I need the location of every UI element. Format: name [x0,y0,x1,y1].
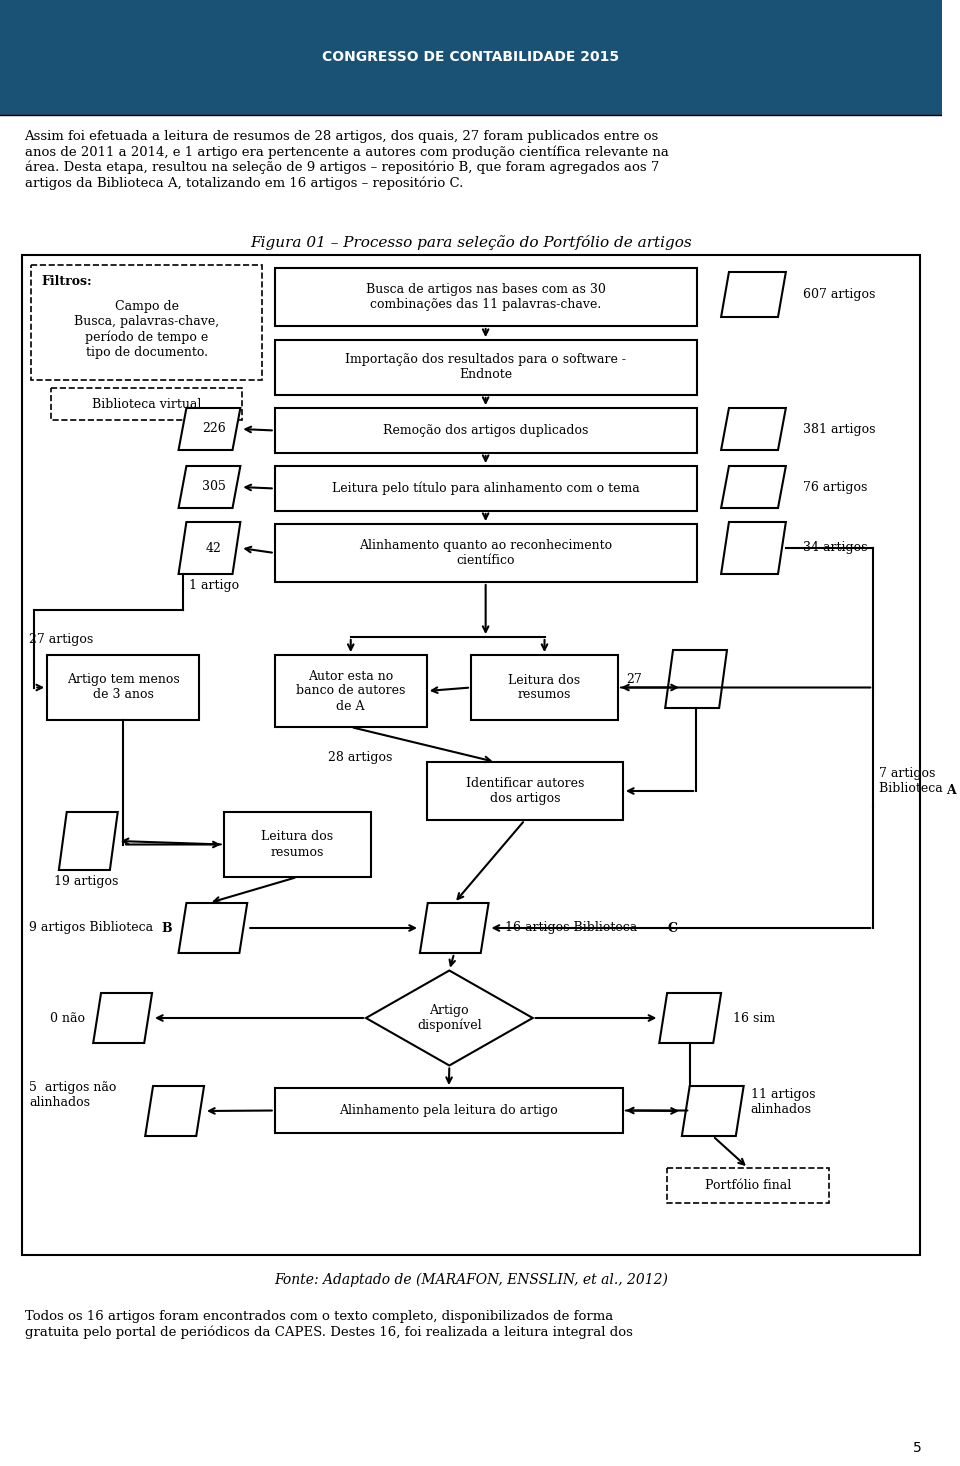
Text: Campo de
Busca, palavras-chave,
período de tempo e
tipo de documento.: Campo de Busca, palavras-chave, período … [74,301,219,359]
FancyBboxPatch shape [275,268,697,325]
Text: Identificar autores
dos artigos: Identificar autores dos artigos [466,777,584,805]
Text: Leitura dos
resumos: Leitura dos resumos [261,831,333,859]
Text: Busca de artigos nas bases com as 30
combinações das 11 palavras-chave.: Busca de artigos nas bases com as 30 com… [366,283,606,311]
Text: 381 artigos: 381 artigos [803,422,875,435]
FancyBboxPatch shape [667,1168,829,1204]
Polygon shape [420,903,489,953]
Polygon shape [93,992,152,1042]
Text: Biblioteca virtual: Biblioteca virtual [92,397,202,410]
FancyBboxPatch shape [51,388,242,419]
Polygon shape [59,812,118,869]
Text: Portfólio final: Portfólio final [705,1179,791,1192]
FancyBboxPatch shape [47,655,199,720]
Text: 28 artigos: 28 artigos [328,751,393,764]
Text: Leitura pelo título para alinhamento com o tema: Leitura pelo título para alinhamento com… [332,482,639,496]
Text: 9 artigos Biblioteca: 9 artigos Biblioteca [30,922,157,934]
Text: Artigo
disponível: Artigo disponível [417,1004,482,1032]
Text: Assim foi efetuada a leitura de resumos de 28 artigos, dos quais, 27 foram publi: Assim foi efetuada a leitura de resumos … [25,130,668,189]
Polygon shape [721,408,786,450]
Polygon shape [179,408,240,450]
Text: 27 artigos: 27 artigos [30,633,94,647]
FancyBboxPatch shape [275,340,697,394]
FancyBboxPatch shape [275,655,427,727]
Text: 19 artigos: 19 artigos [54,875,118,888]
FancyBboxPatch shape [224,812,371,877]
Polygon shape [145,1086,204,1136]
FancyBboxPatch shape [0,0,942,114]
Text: Todos os 16 artigos foram encontrados com o texto completo, disponibilizados de : Todos os 16 artigos foram encontrados co… [25,1311,633,1338]
Text: B: B [162,922,173,934]
Text: Filtros:: Filtros: [41,276,92,287]
FancyBboxPatch shape [275,466,697,512]
Polygon shape [179,522,240,575]
Text: Leitura dos
resumos: Leitura dos resumos [509,673,581,702]
Text: Alinhamento pela leitura do artigo: Alinhamento pela leitura do artigo [340,1104,558,1117]
Polygon shape [721,273,786,317]
FancyBboxPatch shape [275,523,697,582]
Text: A: A [946,784,955,798]
Text: 42: 42 [206,541,222,554]
Polygon shape [179,903,248,953]
Polygon shape [682,1086,744,1136]
Text: Alinhamento quanto ao reconhecimento
científico: Alinhamento quanto ao reconhecimento cie… [359,539,612,567]
FancyBboxPatch shape [21,255,921,1255]
Text: Remoção dos artigos duplicados: Remoção dos artigos duplicados [383,424,588,437]
Text: Artigo tem menos
de 3 anos: Artigo tem menos de 3 anos [67,673,180,702]
Polygon shape [721,466,786,509]
Text: Importação dos resultados para o software -
Endnote: Importação dos resultados para o softwar… [346,353,626,381]
Text: 5  artigos não
alinhados: 5 artigos não alinhados [30,1080,117,1108]
FancyBboxPatch shape [275,1088,623,1133]
Polygon shape [665,649,727,708]
Polygon shape [179,466,240,509]
Text: 76 artigos: 76 artigos [803,481,867,494]
Text: 226: 226 [202,422,226,435]
Text: 7 artigos
Biblioteca: 7 artigos Biblioteca [879,767,947,795]
Text: C: C [667,922,677,934]
Text: 1 artigo: 1 artigo [189,579,239,592]
FancyBboxPatch shape [32,265,262,380]
Text: 27: 27 [626,673,641,686]
Text: CONGRESSO DE CONTABILIDADE 2015: CONGRESSO DE CONTABILIDADE 2015 [323,50,619,65]
Polygon shape [660,992,721,1042]
Text: 34 artigos: 34 artigos [803,541,867,554]
FancyBboxPatch shape [427,762,623,819]
Text: Figura 01 – Processo para seleção do Portfólio de artigos: Figura 01 – Processo para seleção do Por… [250,235,692,249]
Text: Autor esta no
banco de autores
de A: Autor esta no banco de autores de A [296,670,405,712]
Text: 305: 305 [202,481,226,494]
Text: 11 artigos
alinhados: 11 artigos alinhados [751,1088,815,1116]
Text: 16 sim: 16 sim [732,1012,775,1025]
Polygon shape [721,522,786,575]
FancyBboxPatch shape [471,655,618,720]
FancyBboxPatch shape [275,408,697,453]
Text: 16 artigos Biblioteca: 16 artigos Biblioteca [505,922,641,934]
Text: 0 não: 0 não [50,1012,85,1025]
Polygon shape [366,970,533,1066]
Text: 607 artigos: 607 artigos [803,287,875,301]
Text: Fonte: Adaptado de (MARAFON, ENSSLIN, et al., 2012): Fonte: Adaptado de (MARAFON, ENSSLIN, et… [274,1272,668,1287]
Text: 5: 5 [913,1441,922,1454]
